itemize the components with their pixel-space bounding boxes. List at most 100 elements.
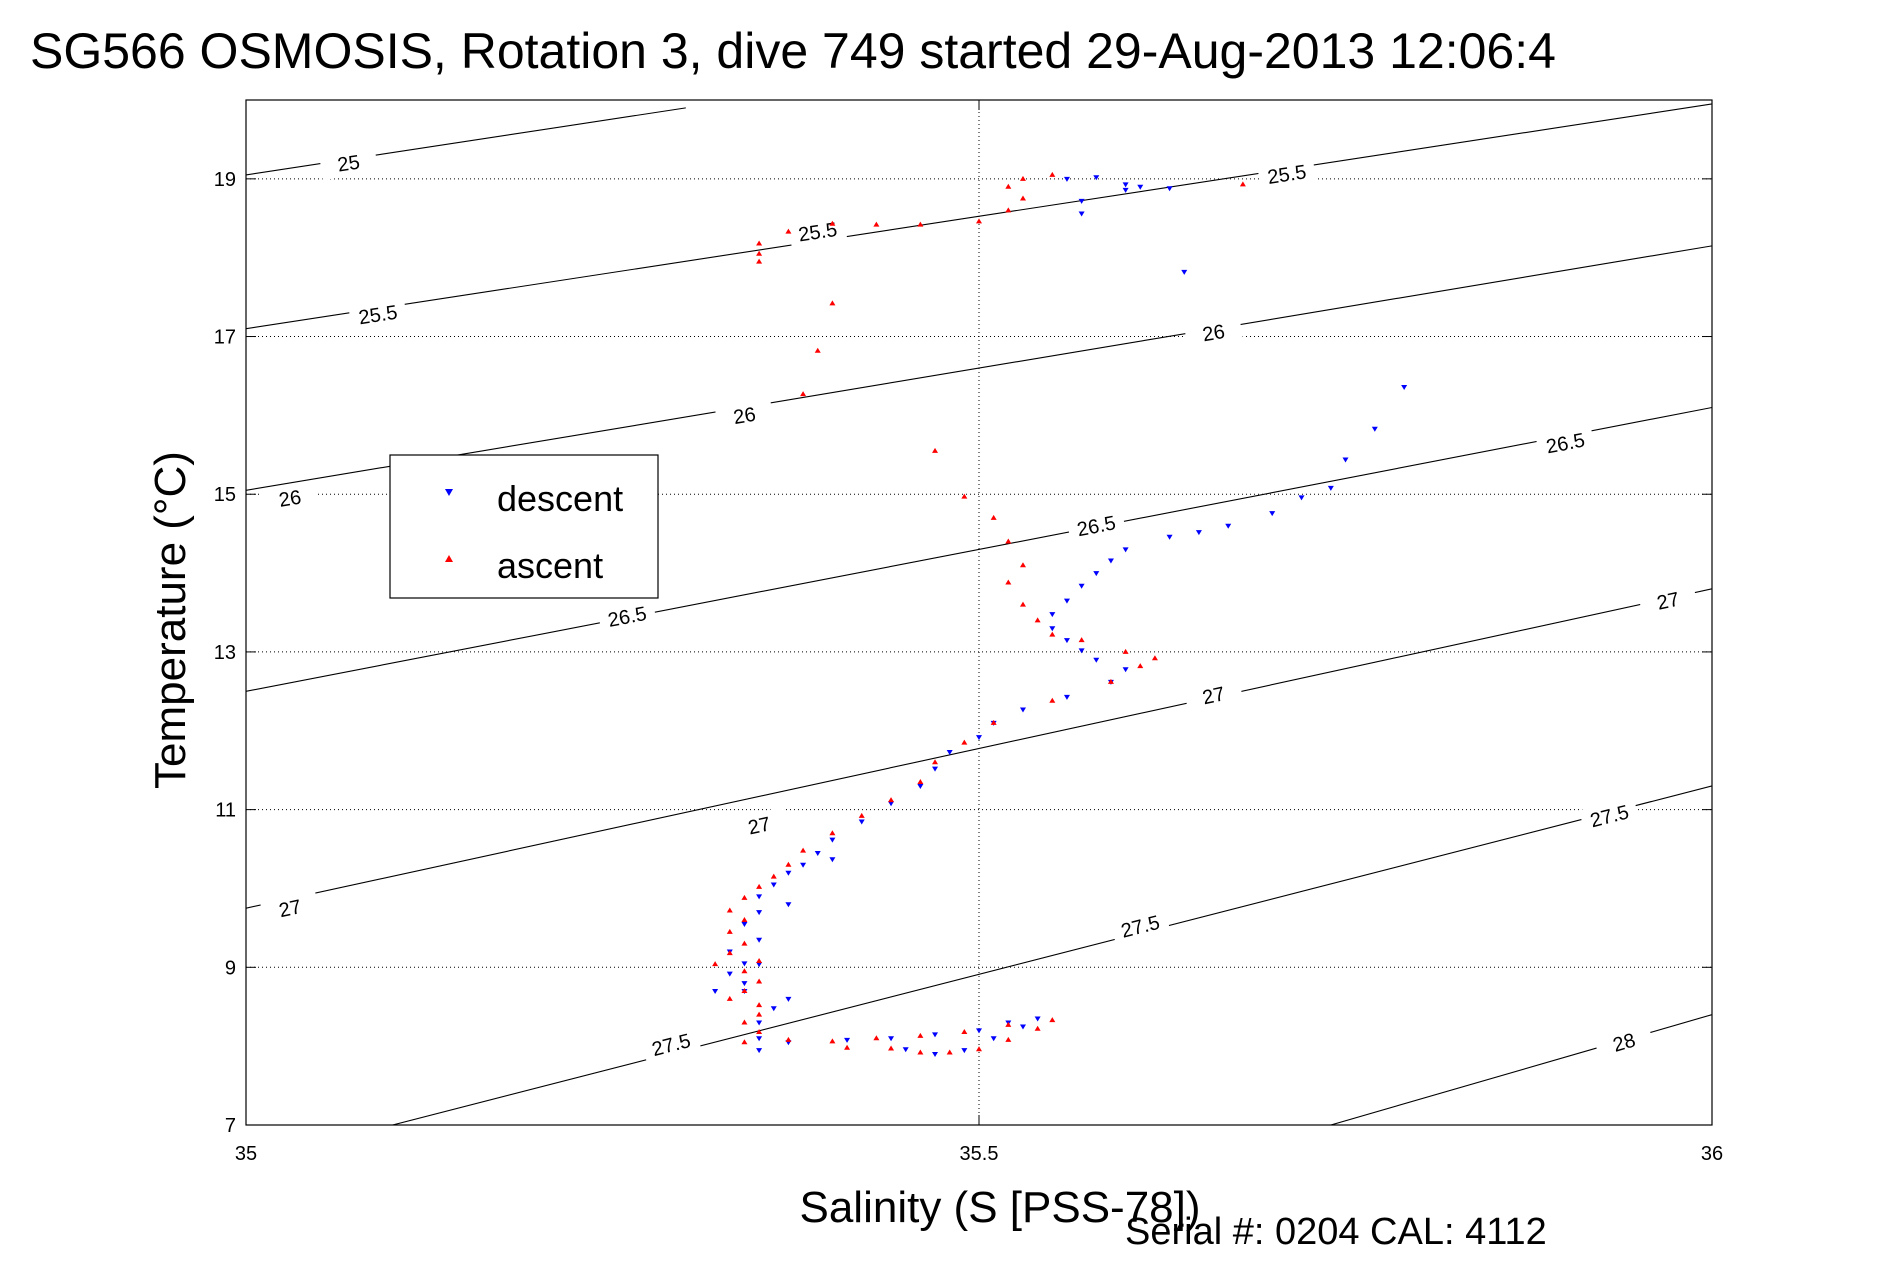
contour-label: 26	[277, 486, 303, 511]
descent-point	[1122, 187, 1129, 193]
ascent-point	[756, 978, 763, 984]
x-axis-label: Salinity (S [PSS-78])	[799, 1183, 1200, 1232]
ascent-point	[756, 1028, 763, 1034]
descent-point	[785, 870, 792, 876]
ascent-point	[1122, 648, 1129, 654]
descent-point	[1078, 198, 1085, 204]
contour-label: 25	[336, 152, 361, 177]
contour-label-group: 25.5	[348, 297, 408, 332]
descent-point	[858, 819, 865, 825]
contour-label-group: 27	[728, 806, 790, 845]
descent-point	[1195, 530, 1202, 536]
ascent-point	[756, 883, 763, 889]
ascent-point	[785, 861, 792, 867]
ascent-point	[756, 250, 763, 256]
contour-line	[246, 588, 1712, 909]
ascent-point	[1019, 601, 1026, 607]
contour-line	[392, 785, 1712, 1125]
ascent-point	[1049, 631, 1056, 637]
descent-point	[976, 1028, 982, 1034]
ascent-point	[800, 391, 807, 397]
descent-point	[756, 937, 763, 943]
descent-point	[1269, 511, 1276, 517]
contour-label-group: 26	[1183, 315, 1244, 351]
contour-label-background	[1183, 315, 1244, 351]
legend-ascent-label: ascent	[497, 545, 603, 586]
contour-label-background	[1183, 676, 1244, 714]
descent-point	[1225, 523, 1232, 529]
serial-cal-label: Serial #: 0204 CAL: 4112	[1125, 1211, 1547, 1253]
ascent-point	[990, 514, 997, 520]
ascent-point	[844, 1044, 851, 1050]
y-tick-label: 13	[214, 642, 236, 664]
descent-point	[1019, 1024, 1026, 1030]
legend-box	[389, 454, 659, 599]
descent-point	[1342, 457, 1349, 463]
y-tick-label: 19	[214, 169, 236, 191]
descent-point	[785, 996, 792, 1002]
descent-point	[1019, 707, 1026, 713]
data-points	[712, 171, 1408, 1058]
descent-point	[932, 1032, 939, 1038]
ascent-point	[741, 1019, 748, 1025]
contour-label: 27	[746, 813, 772, 839]
contour-label: 27	[1655, 589, 1681, 615]
ascent-point	[1005, 183, 1012, 189]
descent-point	[741, 981, 748, 987]
contour-label-group: 26	[714, 397, 775, 433]
ascent-point	[1005, 1036, 1012, 1042]
ascent-point	[726, 995, 733, 1001]
descent-point	[1093, 657, 1100, 663]
descent-point	[1122, 182, 1129, 188]
ascent-point	[888, 797, 895, 803]
descent-point	[726, 971, 733, 977]
descent-point	[829, 837, 836, 843]
ascent-point	[800, 847, 807, 853]
descent-point	[932, 1052, 939, 1058]
descent-point	[741, 961, 748, 967]
ascent-point	[932, 447, 939, 453]
ascent-point	[1151, 655, 1158, 661]
ascent-point	[756, 1011, 763, 1017]
contour-label-background	[259, 889, 321, 927]
ascent-point	[917, 779, 924, 785]
contour-label-group: 26.5	[1535, 424, 1596, 462]
descent-point	[770, 882, 777, 888]
descent-point	[756, 910, 763, 916]
axis-ticks: 35 35.5 36 7 9 11 13 15 17 19	[214, 100, 1723, 1165]
ascent-point	[741, 894, 748, 900]
ascent-point	[785, 1036, 792, 1042]
contour-label-group: 28	[1593, 1021, 1655, 1063]
ascent-point	[741, 917, 748, 922]
descent-point	[1078, 583, 1085, 589]
contour-line	[246, 107, 686, 176]
ascent-point	[741, 987, 748, 993]
ascent-point	[756, 1002, 763, 1008]
ascent-point	[726, 928, 733, 934]
ascent-point	[726, 950, 733, 956]
contour-label-background	[1109, 906, 1171, 946]
descent-point	[800, 862, 807, 868]
descent-point	[770, 1006, 777, 1012]
contour-label-group: 26	[260, 480, 320, 516]
ascent-point	[829, 830, 836, 836]
descent-point	[712, 988, 719, 994]
ascent-point	[741, 940, 748, 946]
ascent-point	[1005, 1021, 1012, 1027]
ascent-point	[1019, 175, 1026, 181]
descent-point	[1327, 485, 1334, 491]
contour-label-background	[1257, 157, 1317, 192]
ascent-point	[961, 493, 968, 499]
descent-point	[1166, 186, 1173, 192]
contour-label: 26	[732, 404, 758, 429]
ascent-point	[1137, 663, 1144, 669]
contour-label-background	[1535, 424, 1596, 462]
density-contours	[246, 103, 1712, 1125]
ascent-point	[1049, 1017, 1056, 1023]
chart-title: SG566 OSMOSIS, Rotation 3, dive 749 star…	[30, 23, 1556, 79]
contour-label-background	[728, 806, 790, 845]
ascent-point	[726, 907, 733, 913]
y-tick-label: 9	[225, 957, 236, 979]
ascent-point	[1107, 678, 1114, 684]
